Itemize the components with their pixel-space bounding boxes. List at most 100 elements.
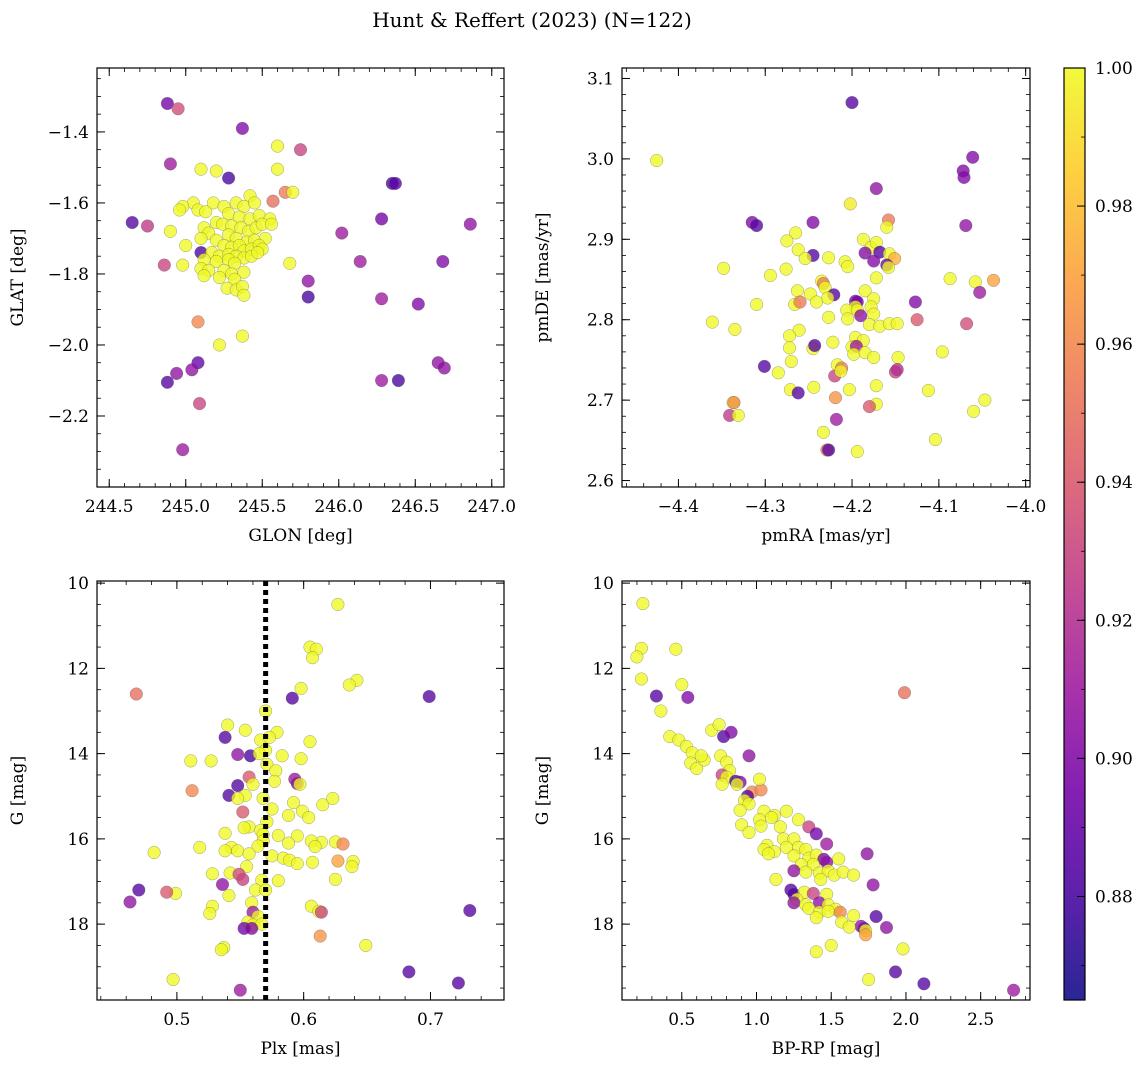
scatter-point [305,855,320,869]
x-tick-label: 0.5 [163,1010,190,1030]
scatter-point [436,254,450,269]
scatter-point [215,877,230,892]
scatter-point [917,977,931,991]
axes-frame [621,67,1031,488]
scatter-point [789,226,803,240]
panel-pm: −4.4 −4.3 −4.2 −4.1 −4.0 2.6 2.7 2.8 2.9 3.0 3.1 pm… [533,67,1046,546]
scatter-point [233,983,247,997]
x-tick-label: −4.2 [831,497,872,517]
y-tick-label: 16 [592,830,614,850]
scatter-point [286,185,300,199]
y-tick-label: 10 [592,574,614,594]
x-tick-label: 1.5 [818,1010,845,1030]
y-tick-label: 3.0 [587,150,614,170]
colorbar-tick-label: 0.88 [1095,887,1133,907]
scatter-point [809,911,823,925]
y-tick-label: 18 [592,915,614,935]
scatter-point [316,798,330,812]
scatter-point [222,171,236,185]
scatter-point [630,650,644,664]
scatter-point [203,906,217,921]
colorbar-frame [1063,67,1086,1001]
scatter-point [245,921,259,935]
scatter-point [828,391,843,405]
scatter-point [388,176,402,190]
x-tick-label: 0.7 [417,1010,444,1030]
scatter-point [212,270,226,285]
scatter-point [869,379,883,393]
scatter-point [194,162,208,176]
x-tick-label: 2.0 [892,1010,919,1030]
scatter-point [303,735,317,749]
scatter-point [869,909,883,924]
axes-frame [621,580,1031,1001]
scatter-point [271,874,285,888]
scatter-point [791,386,805,400]
scatter-point [782,341,797,355]
scatter-point [184,754,198,768]
scatter-point [782,329,797,343]
x-axis-label: GLON [deg] [248,526,352,546]
scatter-point [218,826,232,840]
scatter-points [123,597,477,997]
scatter-point [140,219,155,233]
y-tick-label: −2.0 [48,336,89,356]
colorbar-tick-label: 0.94 [1095,473,1133,493]
scatter-point [728,322,742,336]
scatter-point [742,797,756,811]
scatter-point [921,383,935,398]
scatter-point [784,354,798,369]
colorbar-tick-label: 1.00 [1095,59,1133,79]
scatter-point [806,215,820,229]
scatter-point [160,96,174,111]
scatter-point [754,819,768,833]
scatter-point [959,219,973,233]
scatter-point [860,847,874,861]
scatter-point [966,150,980,164]
y-tick-label: −1.8 [48,265,89,285]
scatter-point [847,347,861,361]
scatter-point [199,205,213,219]
scatter-point [715,777,729,791]
x-tick-label: 246.5 [391,497,440,517]
scatter-point [780,234,794,248]
x-tick-label: 244.5 [85,497,134,517]
scatter-point [123,895,137,909]
scatter-point [730,777,744,791]
scatter-point [829,412,843,426]
x-tick-label: 245.0 [161,497,210,517]
scatter-point [176,258,190,272]
panel-plx-g: 0.5 0.6 0.7 10 12 14 16 18 Plx [mas] G [mag] [8,574,505,1059]
scatter-point [326,791,340,805]
colorbar-gradient [1064,68,1085,1000]
scatter-point [342,678,356,692]
scatter-point [750,297,764,311]
x-axis-label: Plx [mas] [260,1039,340,1059]
scatter-point [808,338,822,353]
scatter-point [842,383,856,397]
scatter-point [283,256,297,270]
colorbar-tick-label: 0.98 [1095,197,1133,217]
scatter-point [209,164,223,178]
scatter-point [821,291,835,305]
x-tick-label: 1.0 [743,1010,770,1030]
scatter-point [862,972,876,987]
scatter-point [957,170,971,184]
colorbar-tick-label: 0.92 [1095,611,1133,631]
scatter-point [157,258,171,272]
scatter-point [888,965,903,979]
scatter-point [163,224,177,238]
scatter-point [793,295,807,309]
x-axis-label: pmRA [mas/yr] [761,526,890,546]
scatter-point [402,965,416,979]
scatter-point [834,364,848,378]
scatter-point [820,837,834,851]
scatter-point [264,217,278,231]
scatter-point [236,805,250,819]
scatter-point [727,396,741,410]
scatter-point [867,254,881,268]
scatter-point [787,849,801,863]
scatter-point [305,651,320,665]
scatter-point [773,820,787,834]
scatter-point [267,774,282,788]
